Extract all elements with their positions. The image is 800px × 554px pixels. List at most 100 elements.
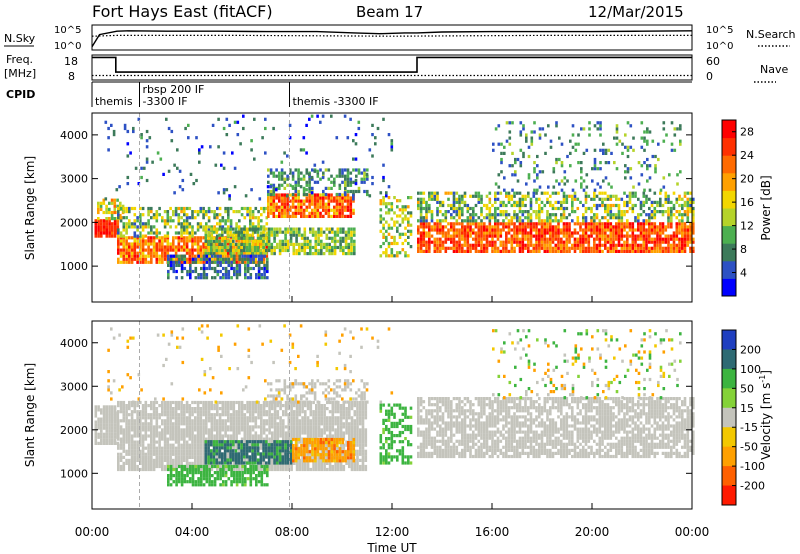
power-cell: [314, 252, 318, 256]
power-cell: [113, 228, 117, 232]
velocity-cell: [147, 425, 150, 429]
power-cell: [189, 172, 193, 176]
power-cell: [302, 148, 306, 152]
power-cell: [108, 222, 111, 226]
power-cell: [280, 174, 284, 178]
power-cell: [243, 239, 246, 243]
velocity-cell: [158, 416, 161, 420]
power-cell: [100, 231, 103, 235]
velocity-cell: [224, 422, 227, 426]
velocity-cell: [183, 428, 186, 432]
power-cell: [246, 276, 250, 280]
power-cell: [94, 234, 98, 238]
velocity-cell: [229, 407, 233, 411]
power-cell: [422, 240, 426, 244]
power-cell: [407, 217, 410, 221]
power-cell: [260, 254, 264, 258]
power-cell: [215, 239, 219, 243]
power-cell: [102, 231, 106, 235]
velocity-cell: [268, 467, 271, 472]
power-cell: [387, 133, 391, 137]
power-cell: [670, 200, 673, 204]
power-cell: [538, 213, 541, 217]
velocity-cell: [117, 461, 120, 465]
power-cell: [316, 174, 320, 178]
velocity-cell: [119, 419, 123, 423]
power-cell: [521, 194, 525, 198]
power-cell: [458, 213, 461, 217]
power-cell: [538, 234, 541, 238]
velocity-cell: [213, 416, 216, 420]
power-cell: [227, 251, 230, 255]
power-cell: [136, 254, 139, 258]
power-cell: [557, 249, 560, 253]
velocity-cell: [238, 464, 241, 469]
velocity-cell: [102, 405, 106, 409]
power-cell: [155, 236, 159, 240]
power-cell: [283, 193, 287, 197]
power-cell: [382, 232, 385, 236]
power-cell: [227, 236, 230, 240]
velocity-cell: [207, 428, 211, 432]
power-cell: [283, 199, 287, 203]
power-cell: [218, 225, 222, 229]
velocity-cell: [232, 437, 236, 441]
power-cell: [554, 228, 558, 232]
power-cell: [150, 210, 153, 214]
power-cell: [235, 263, 239, 267]
power-cell: [183, 222, 186, 226]
power-cell: [393, 238, 396, 243]
power-cell: [582, 203, 585, 208]
power-cell: [196, 222, 200, 226]
velocity-cell: [268, 464, 271, 469]
power-cell: [488, 225, 492, 229]
power-cell: [139, 213, 142, 217]
power-cell: [653, 191, 657, 195]
power-cell: [215, 227, 219, 231]
power-cell: [248, 227, 252, 231]
power-cell: [110, 217, 114, 221]
power-cell: [441, 219, 445, 223]
power-cell: [342, 239, 345, 243]
power-cell: [393, 235, 396, 239]
velocity-cell: [177, 404, 181, 408]
power-cell: [180, 276, 184, 280]
velocity-cell: [105, 429, 109, 433]
power-cell: [125, 254, 128, 258]
velocity-cell: [216, 400, 219, 405]
power-cell: [116, 204, 119, 208]
power-cell: [488, 228, 492, 232]
power-cell: [236, 120, 240, 124]
velocity-cell: [174, 455, 178, 459]
power-cell: [163, 234, 167, 238]
velocity-cell: [155, 425, 159, 429]
power-cell: [430, 216, 434, 220]
power-cell: [107, 136, 110, 140]
power-cell: [197, 254, 200, 258]
velocity-cell: [113, 438, 117, 442]
velocity-cell: [229, 422, 233, 426]
power-cell: [175, 276, 178, 280]
power-cell: [436, 197, 439, 201]
power-cell: [294, 211, 298, 215]
power-cell: [385, 235, 388, 239]
power-cell: [606, 197, 610, 201]
power-cell: [474, 231, 478, 235]
power-cell: [573, 210, 577, 214]
velocity-cell: [117, 443, 120, 447]
power-cell: [338, 208, 342, 212]
power-cell: [295, 252, 298, 256]
power-cell: [209, 145, 212, 149]
power-cell: [574, 148, 578, 152]
power-cell: [499, 222, 503, 226]
power-cell: [474, 243, 478, 247]
power-cell: [382, 223, 385, 227]
power-cell: [662, 121, 666, 125]
power-cell: [167, 276, 170, 280]
power-cell: [150, 206, 153, 211]
velocity-cell: [251, 400, 255, 405]
power-cell: [175, 263, 178, 267]
power-cell: [185, 216, 189, 220]
power-cell: [540, 243, 544, 247]
power-cell: [181, 188, 185, 192]
